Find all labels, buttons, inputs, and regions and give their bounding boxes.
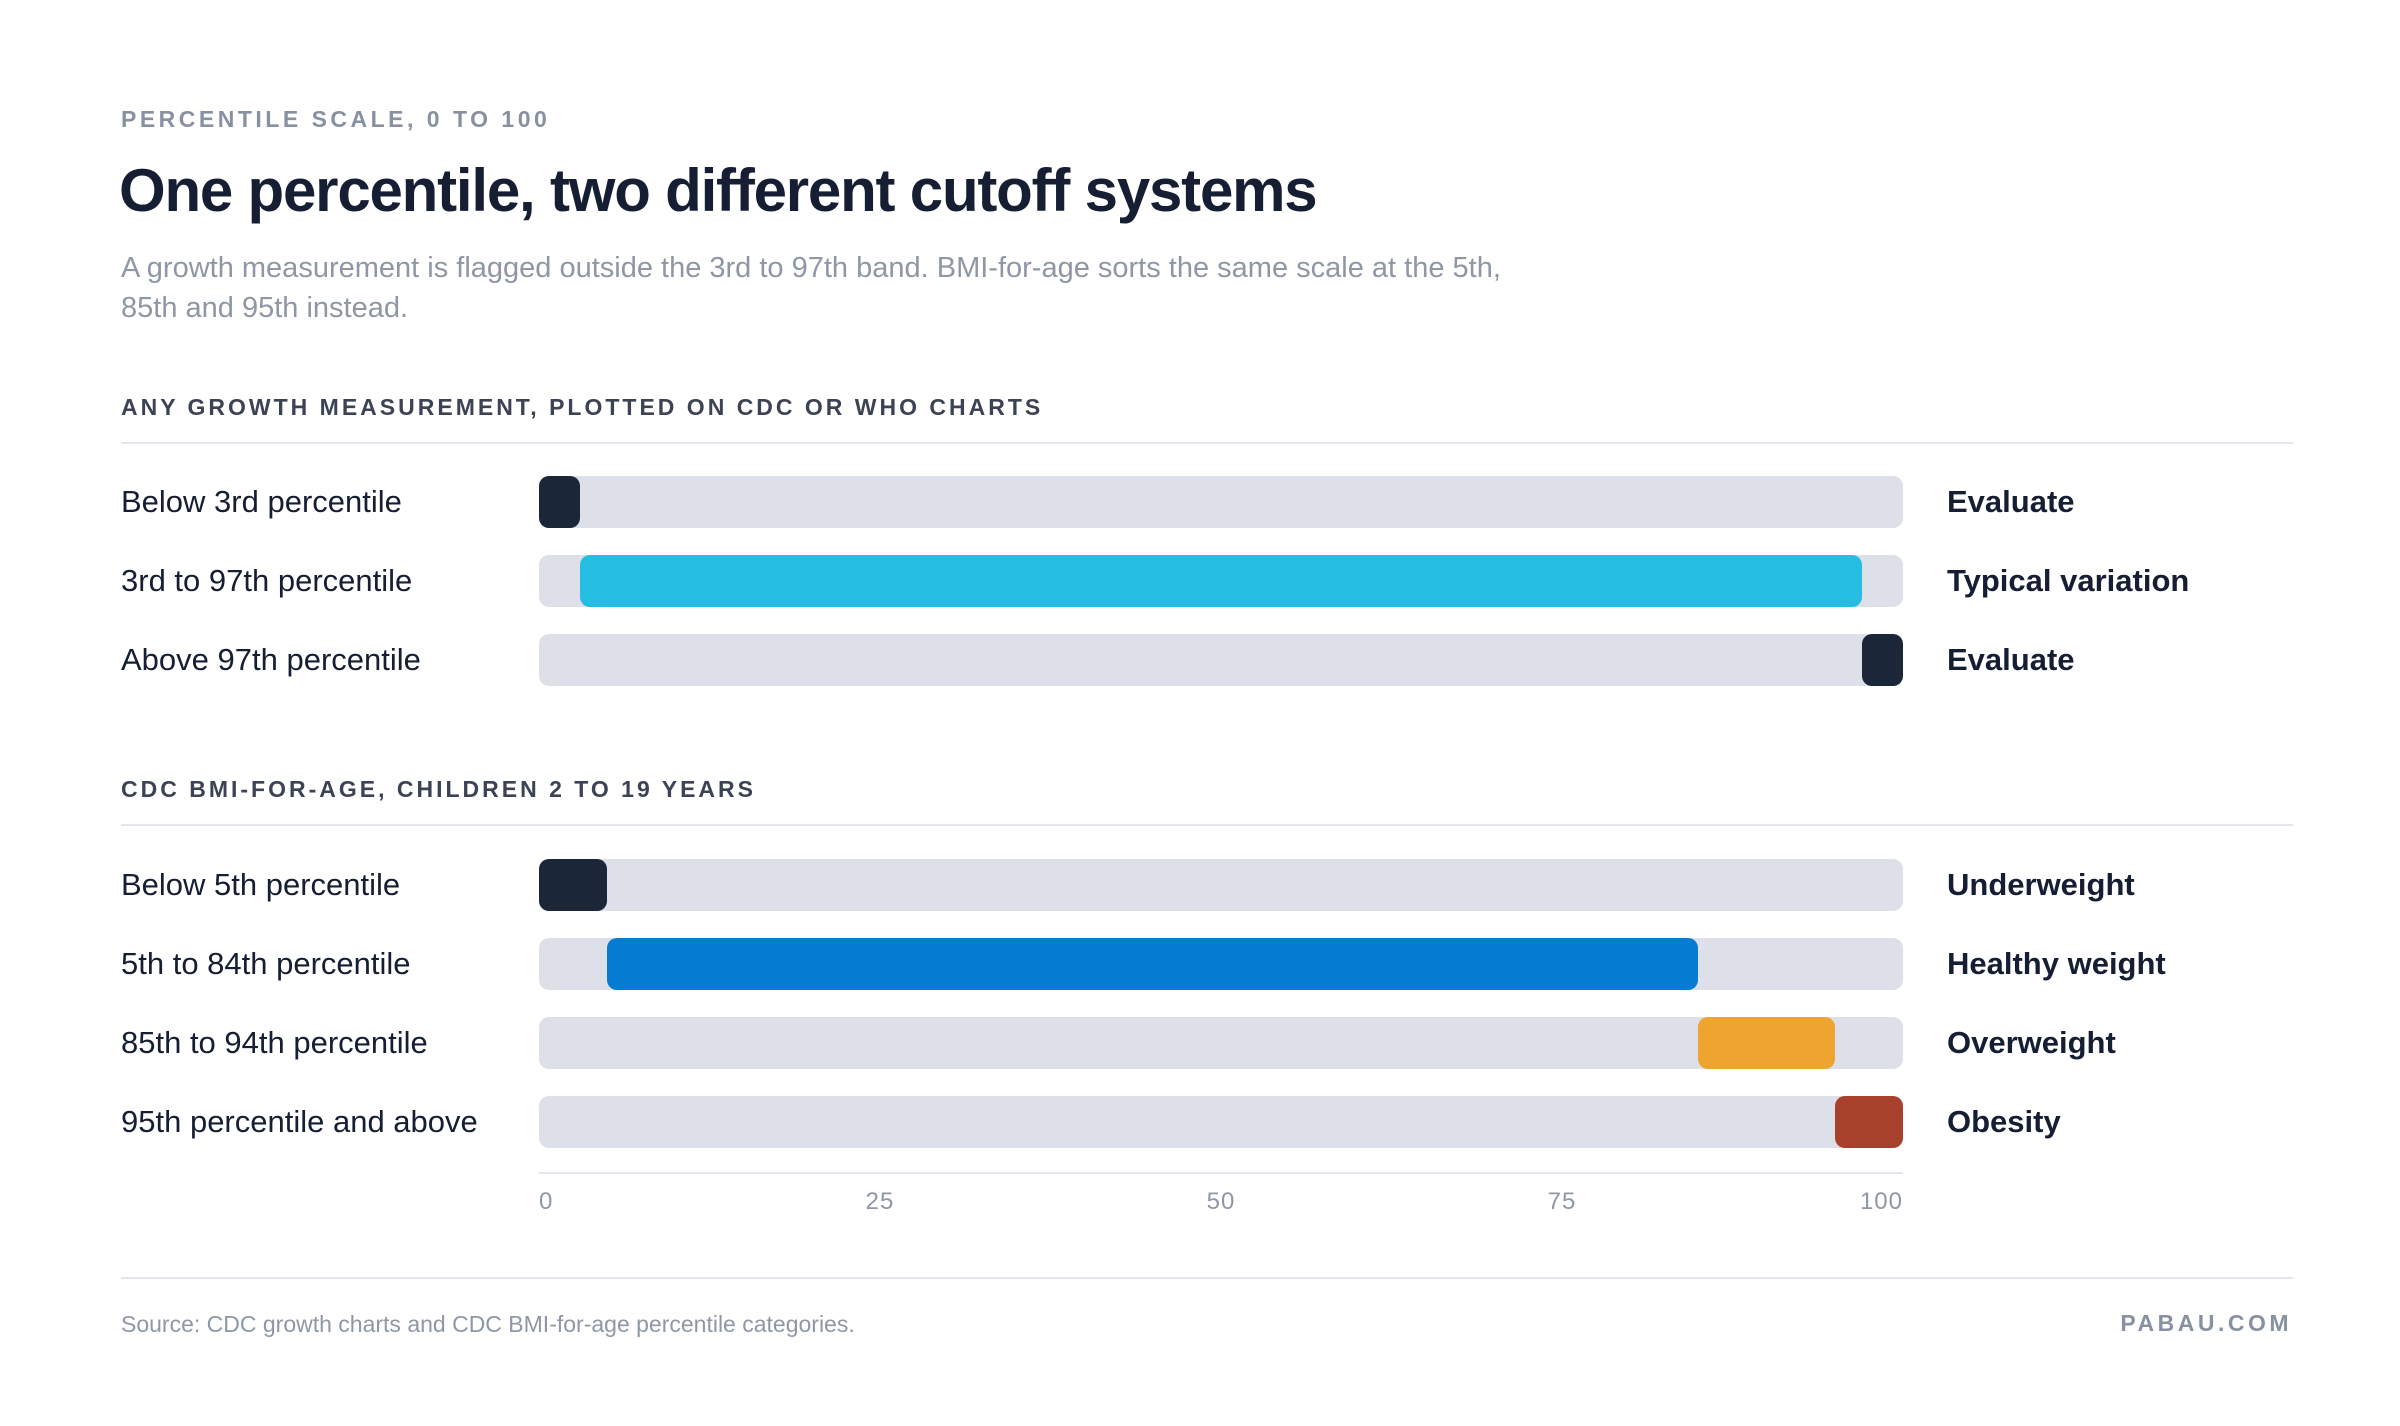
row-outcome: Evaluate xyxy=(1947,642,2075,677)
x-tick-label: 0 xyxy=(539,1188,554,1215)
x-tick-label: 25 xyxy=(865,1188,895,1215)
row-label: Below 5th percentile xyxy=(121,867,401,902)
row-label: 5th to 84th percentile xyxy=(121,946,411,981)
brand-logo-text: PABAU.COM xyxy=(2120,1310,2292,1336)
row-label: 85th to 94th percentile xyxy=(121,1025,428,1060)
bar-track xyxy=(539,555,1903,607)
source-note: Source: CDC growth charts and CDC BMI-fo… xyxy=(121,1311,855,1337)
group-title-bmi: CDC BMI-FOR-AGE, CHILDREN 2 TO 19 YEARS xyxy=(121,776,756,802)
x-tick-label: 50 xyxy=(1206,1188,1236,1215)
chart-eyebrow: PERCENTILE SCALE, 0 TO 100 xyxy=(121,106,551,132)
group-divider xyxy=(121,824,2293,826)
row-outcome: Healthy weight xyxy=(1947,946,2166,981)
x-tick-label: 75 xyxy=(1547,1188,1577,1215)
bar-segment xyxy=(1834,1096,1903,1148)
bar-track xyxy=(539,1017,1903,1069)
row-label: Above 97th percentile xyxy=(121,642,421,677)
bar-track xyxy=(539,859,1903,911)
row-label: 3rd to 97th percentile xyxy=(121,563,413,598)
chart-title: One percentile, two different cutoff sys… xyxy=(119,157,1318,224)
group-title-growth: ANY GROWTH MEASUREMENT, PLOTTED ON CDC O… xyxy=(121,394,1044,420)
row-outcome: Obesity xyxy=(1947,1104,2061,1139)
bar-track xyxy=(539,1096,1903,1148)
row-outcome: Underweight xyxy=(1947,867,2135,902)
row-outcome: Evaluate xyxy=(1947,484,2075,519)
bar-segment xyxy=(1862,634,1903,686)
row-label: 95th percentile and above xyxy=(121,1104,478,1139)
x-axis-line xyxy=(539,1172,1903,1174)
bar-track xyxy=(539,938,1903,990)
bar-segment xyxy=(539,859,608,911)
bar-segment xyxy=(539,476,580,528)
row-outcome: Typical variation xyxy=(1947,563,2190,598)
bar-track xyxy=(539,476,1903,528)
chart-subtitle: A growth measurement is flagged outside … xyxy=(121,252,1501,324)
bar-segment xyxy=(1698,1017,1835,1069)
row-outcome: Overweight xyxy=(1947,1025,2116,1060)
row-label: Below 3rd percentile xyxy=(121,484,402,519)
bar-track xyxy=(539,634,1903,686)
footer-divider xyxy=(121,1277,2293,1279)
bar-segment xyxy=(607,938,1699,990)
bar-segment xyxy=(579,555,1863,607)
x-tick-label: 100 xyxy=(1859,1188,1903,1215)
group-divider xyxy=(121,442,2293,444)
